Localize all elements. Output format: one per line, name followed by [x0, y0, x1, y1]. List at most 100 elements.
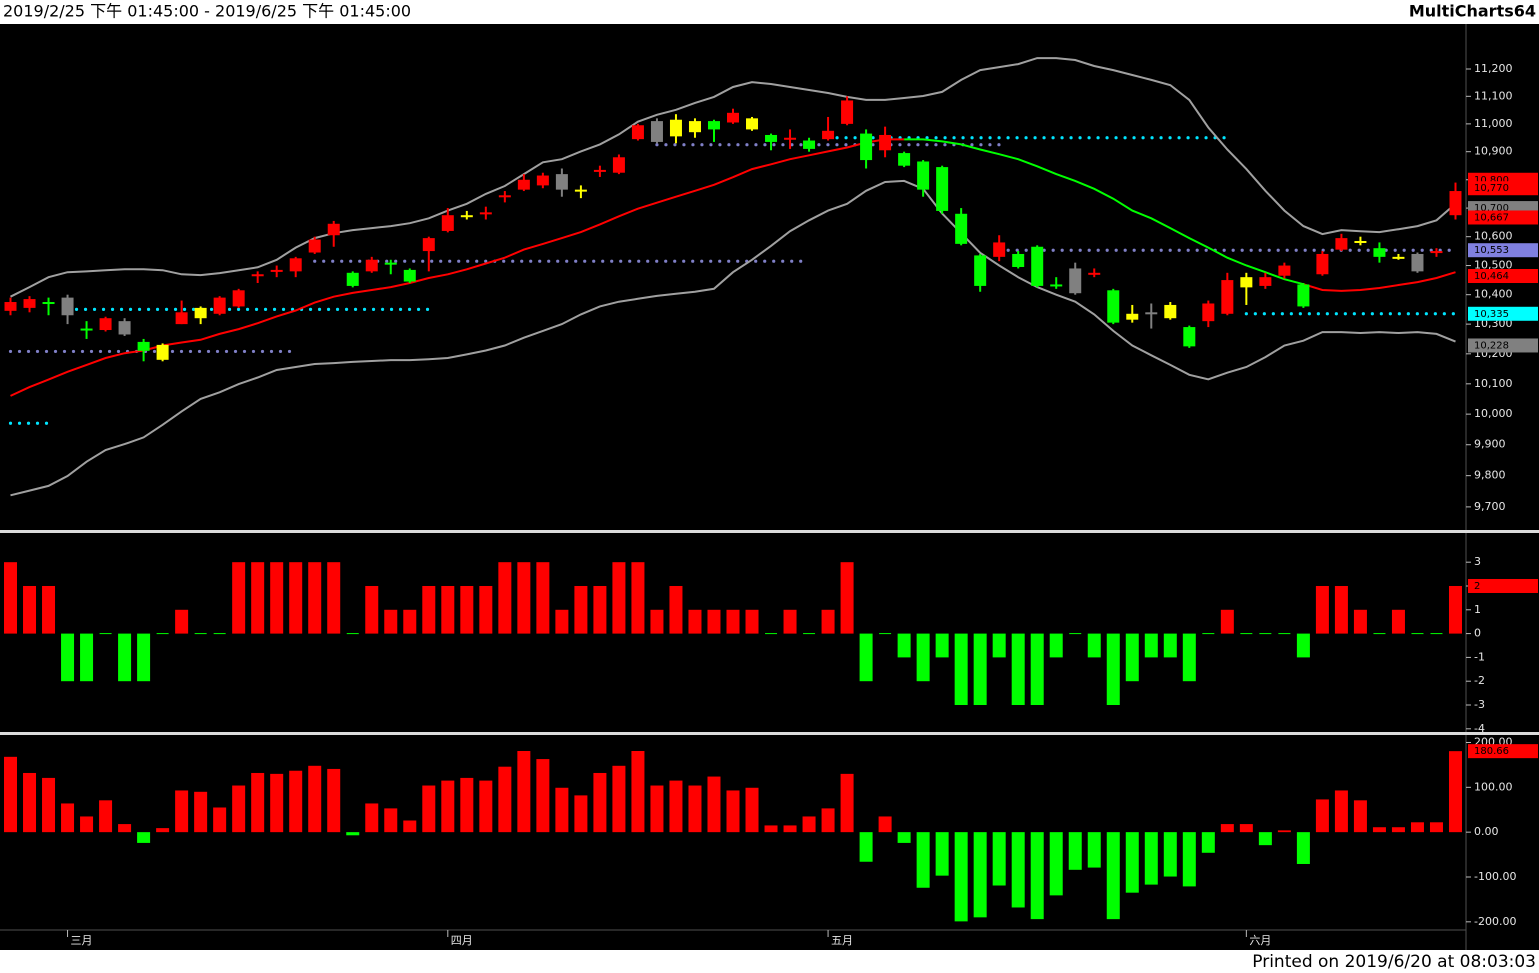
candle-body [460, 215, 473, 218]
indicator-line [10, 57, 1457, 298]
candle-body [118, 321, 131, 335]
candle-body [669, 119, 682, 137]
histogram-bar [555, 609, 569, 634]
histogram-bar [213, 807, 227, 833]
y-tick-label: 10,900 [1474, 145, 1513, 158]
candle-body [517, 179, 530, 190]
y-tick-label: 10,600 [1474, 230, 1513, 243]
histogram-bar [498, 766, 512, 833]
price-marker [1468, 181, 1538, 196]
candle-body [479, 212, 492, 215]
histogram-bar [1049, 633, 1063, 658]
histogram-bar [935, 633, 949, 658]
histogram-bar [1163, 832, 1177, 877]
histogram-bar [479, 585, 493, 634]
candle-body [99, 318, 112, 331]
price-marker-label: 10,553 [1474, 245, 1509, 256]
y-tick-label: 10,100 [1474, 377, 1513, 390]
candle-body [879, 134, 892, 151]
histogram-bar [460, 585, 474, 634]
histogram-bar [137, 633, 151, 682]
histogram-bar [232, 562, 246, 634]
candle-body [955, 213, 968, 244]
histogram-bar [783, 609, 797, 634]
histogram-bar [631, 751, 645, 833]
print-note: Printed on 2019/6/20 at 08:03:03 [1252, 952, 1536, 972]
histogram-bar [479, 780, 493, 833]
histogram-bar [1448, 751, 1462, 833]
histogram-bar [1011, 832, 1025, 908]
histogram-bar [726, 609, 740, 634]
histogram-bar [42, 777, 56, 833]
histogram-bar [422, 785, 436, 833]
histogram-bar [536, 759, 550, 833]
candle-body [4, 302, 17, 311]
histogram-bar [1125, 633, 1139, 682]
x-tick-label: 六月 [1249, 934, 1271, 947]
histogram-bar [422, 585, 436, 634]
price-marker-label: 10,464 [1474, 271, 1509, 282]
histogram-bar [954, 633, 968, 706]
candle-body [1335, 238, 1348, 250]
histogram-bar [1106, 633, 1120, 706]
histogram-bar [631, 562, 645, 634]
histogram-bar [916, 832, 930, 888]
histogram-bar [840, 773, 854, 833]
histogram-bar [973, 633, 987, 706]
histogram-bar [1315, 585, 1329, 634]
candle-body [23, 299, 36, 308]
histogram-bar [1125, 832, 1139, 893]
histogram-bar [555, 787, 569, 833]
candle-body [137, 341, 150, 351]
histogram-bar [745, 787, 759, 833]
candle-body [612, 157, 625, 173]
histogram-bar [517, 751, 531, 833]
candle-body [251, 274, 264, 277]
histogram-bar [1011, 633, 1025, 706]
candle-body [536, 175, 549, 186]
histogram-bar [1239, 824, 1253, 833]
histogram-bar [1353, 609, 1367, 634]
histogram-bar [897, 832, 911, 843]
histogram-bar [308, 765, 322, 833]
histogram-bar [1144, 832, 1158, 885]
histogram-bar [289, 770, 303, 833]
histogram-bar [593, 585, 607, 634]
histogram-bar [1334, 790, 1348, 833]
histogram-bar [650, 609, 664, 634]
candle-body [1354, 240, 1367, 243]
candle-body [1430, 251, 1443, 254]
y-tick-label: -4 [1474, 722, 1485, 735]
x-tick-label: 五月 [831, 934, 853, 947]
candle-body [1088, 272, 1101, 275]
candle-body [61, 297, 74, 316]
histogram-bar [783, 825, 797, 833]
histogram-bar [251, 562, 265, 634]
histogram-bar [1258, 832, 1272, 846]
histogram-bar [916, 633, 930, 682]
candle-body [688, 121, 701, 133]
histogram-bar [1220, 824, 1234, 833]
candle-body [365, 259, 378, 272]
candle-body [1411, 253, 1424, 272]
y-tick-label: 10,500 [1474, 259, 1513, 272]
candle-body [441, 215, 454, 231]
candle-body [936, 167, 949, 211]
histogram-bar [1296, 633, 1310, 658]
histogram-bar [460, 777, 474, 833]
candle-body [860, 133, 873, 161]
price-marker-label: 10,228 [1474, 340, 1509, 351]
histogram-bar [536, 562, 550, 634]
y-tick-label: 3 [1474, 555, 1481, 568]
candle-body [631, 125, 644, 140]
price-marker-label: 2 [1474, 581, 1480, 592]
candle-body [803, 140, 816, 149]
histogram-bar [726, 790, 740, 833]
candle-body [1183, 327, 1196, 347]
app-name: MultiCharts64 [1409, 2, 1536, 21]
y-tick-label: 9,700 [1474, 500, 1506, 513]
histogram-bar [707, 609, 721, 634]
y-tick-label: -200.00 [1474, 915, 1516, 928]
